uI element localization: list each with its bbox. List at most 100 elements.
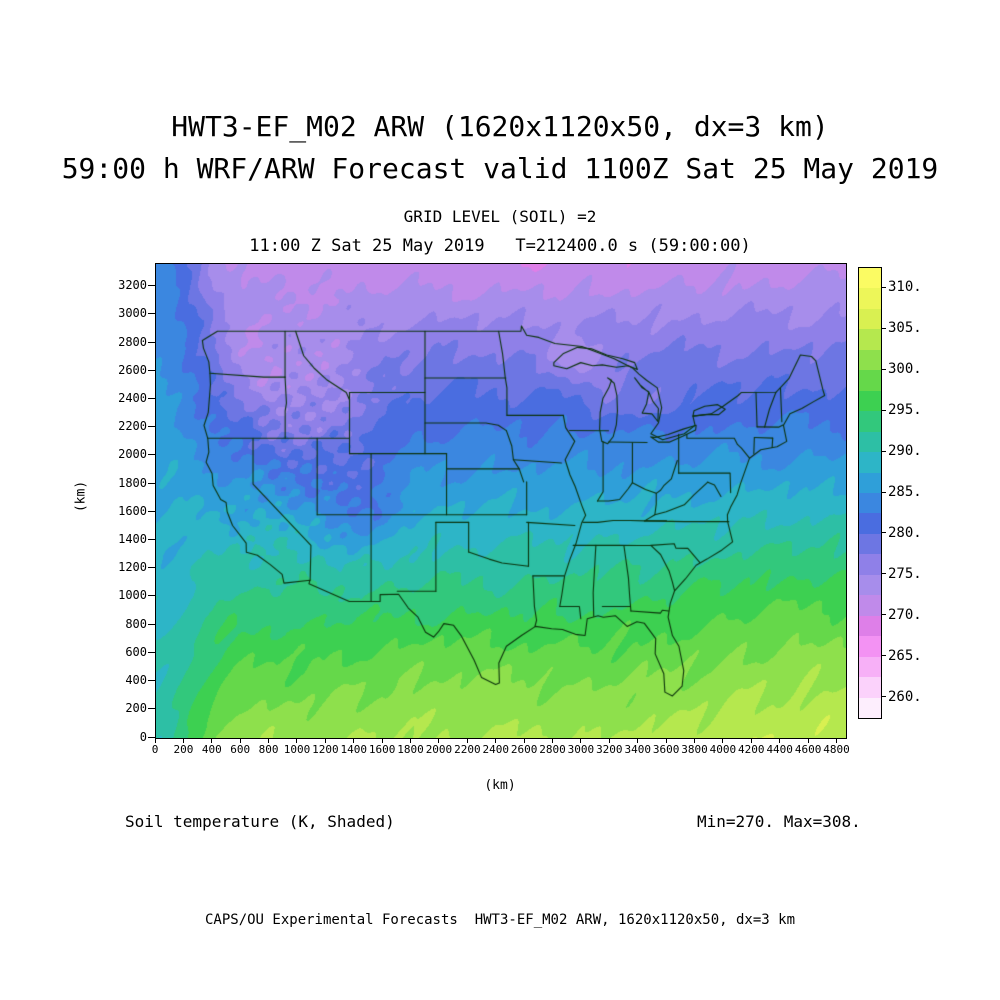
x-tick-mark [580,738,582,743]
x-tick-label: 4800 [823,743,850,756]
colorbar-segment [859,493,881,514]
colorbar-tick-label: 280. [888,524,922,541]
colorbar-tick-mark [881,696,886,698]
x-tick-label: 200 [173,743,194,756]
y-tick-label: 400 [125,673,147,688]
soil-temperature-map [156,264,846,738]
colorbar-segment [859,533,881,555]
x-tick-label: 4400 [766,743,793,756]
x-axis-title: (km) [484,778,516,793]
colorbar-tick-label: 305. [888,320,922,337]
x-tick-label: 4000 [709,743,737,756]
colorbar-segment [859,329,881,350]
colorbar-tick-label: 290. [888,443,922,460]
colorbar-tick-mark [881,409,886,411]
page-subtitle: 59:00 h WRF/ARW Forecast valid 1100Z Sat… [61,152,939,185]
y-tick-mark [148,426,155,428]
x-tick-mark [835,738,837,743]
x-tick-mark [807,738,809,743]
x-tick-label: 3400 [624,743,651,756]
x-tick-label: 2400 [482,743,509,756]
x-tick-label: 1400 [340,743,368,756]
min-max-label: Min=270. Max=308. [697,812,861,831]
x-tick-mark [154,738,156,743]
y-tick-label: 600 [125,644,147,659]
colorbar-segment [859,452,881,473]
x-tick-mark [353,738,355,743]
y-tick-mark [148,510,155,512]
x-tick-label: 3800 [681,743,708,756]
x-tick-mark [637,738,639,743]
y-tick-label: 1000 [118,588,147,603]
map-plot-frame [155,263,847,739]
y-tick-mark [148,482,155,484]
colorbar-segment [859,677,881,698]
x-tick-mark [750,738,752,743]
colorbar-segment [859,308,881,330]
colorbar-tick-label: 270. [888,606,922,623]
colorbar-segment [859,411,881,432]
colorbar-tick-label: 295. [888,402,922,419]
colorbar-tick-mark [881,327,886,329]
y-tick-mark [148,680,155,682]
colorbar-segment [859,390,881,412]
y-tick-label: 2400 [118,390,147,405]
y-tick-mark [148,313,155,315]
colorbar-segment [859,554,881,575]
x-tick-label: 2800 [539,743,566,756]
colorbar-segment [859,574,881,596]
field-label: Soil temperature (K, Shaded) [125,812,395,831]
x-tick-label: 800 [258,743,279,756]
colorbar-segment [859,431,881,453]
y-tick-mark [148,623,155,625]
x-tick-label: 2200 [454,743,481,756]
y-tick-label: 2200 [118,419,147,434]
x-tick-mark [466,738,468,743]
x-tick-mark [523,738,525,743]
y-tick-mark [148,397,155,399]
y-tick-mark [148,595,155,597]
credit-line: CAPS/OU Experimental Forecasts HWT3-EF_M… [204,912,795,928]
x-tick-mark [211,738,213,743]
x-tick-label: 400 [201,743,222,756]
y-tick-label: 1200 [118,560,147,575]
y-tick-mark [148,341,155,343]
colorbar-tick-mark [881,655,886,657]
x-tick-label: 3600 [652,743,680,756]
colorbar-tick-label: 300. [888,361,922,378]
x-tick-mark [779,738,781,743]
x-tick-mark [722,738,724,743]
x-tick-label: 0 [151,743,159,756]
y-tick-mark [148,567,155,569]
x-tick-label: 4600 [794,743,822,756]
y-tick-label: 2800 [118,334,147,349]
x-tick-mark [552,738,554,743]
x-tick-mark [296,738,298,743]
x-tick-label: 2000 [425,743,453,756]
y-axis-title: (km) [73,480,89,513]
x-tick-mark [665,738,667,743]
x-tick-label: 3200 [596,743,623,756]
colorbar-segment [859,636,881,657]
grid-level-label: GRID LEVEL (SOIL) =2 [403,207,597,226]
y-tick-mark [148,708,155,710]
colorbar-tick-label: 285. [888,484,922,500]
y-tick-label: 200 [125,701,147,716]
x-tick-mark [324,738,326,743]
x-tick-label: 1000 [283,743,311,756]
x-tick-mark [381,738,383,743]
x-tick-label: 3000 [567,743,595,756]
x-tick-mark [694,738,695,743]
y-tick-label: 800 [125,616,147,631]
x-tick-mark [608,738,610,743]
y-tick-label: 3200 [118,278,147,293]
colorbar-segment [859,472,881,493]
colorbar-segment [859,349,881,371]
x-tick-mark [438,738,440,743]
y-tick-label: 1600 [118,503,147,518]
colorbar-tick-mark [881,614,886,616]
y-tick-mark [148,539,155,540]
x-tick-label: 1800 [397,743,424,756]
x-tick-mark [182,738,184,743]
